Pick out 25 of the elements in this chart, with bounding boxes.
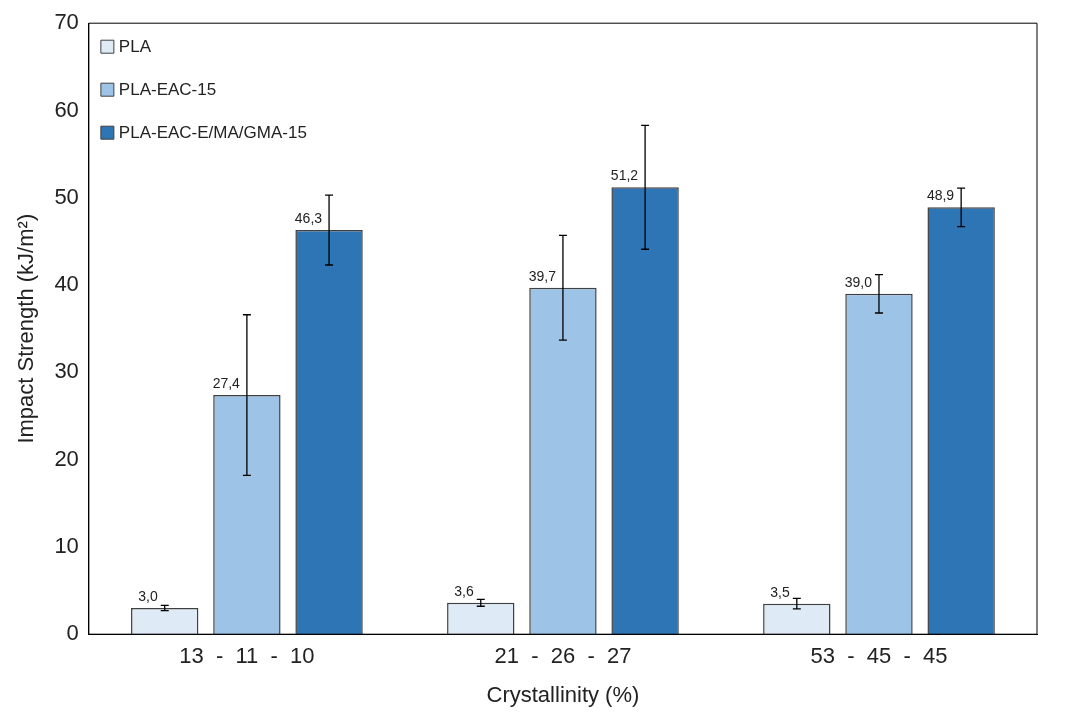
data-label: 3,0 (138, 587, 158, 604)
x-tick-label: 53 - 45 - 45 (810, 643, 948, 669)
y-axis-title: Impact Strength (kJ/m²) (13, 213, 39, 444)
data-label: 48,9 (926, 187, 955, 204)
y-tick-label: 70 (54, 9, 79, 35)
x-tick-label: 13 - 11 - 10 (179, 643, 315, 669)
legend-label: PLA-EAC-15 (118, 79, 217, 99)
data-label: 3,5 (770, 583, 791, 600)
data-label: 46,3 (294, 209, 323, 226)
legend-label: PLA-EAC-E/MA/GMA-15 (118, 122, 307, 142)
y-tick-label: 20 (54, 445, 79, 471)
y-tick-label: 40 (54, 271, 79, 297)
legend-label: PLA (118, 36, 152, 56)
y-tick-label: 60 (54, 96, 79, 122)
y-tick-label: 0 (66, 620, 79, 646)
data-label: 39,0 (844, 273, 873, 290)
data-label: 27,4 (212, 374, 241, 391)
x-axis-title: Crystallinity (%) (486, 681, 640, 707)
data-label: 39,7 (528, 267, 557, 284)
data-label: 51,2 (610, 167, 639, 184)
x-tick-label: 21 - 26 - 27 (494, 643, 632, 669)
y-tick-label: 10 (54, 532, 79, 558)
data-label: 3,6 (454, 582, 474, 599)
y-tick-label: 30 (54, 358, 79, 384)
y-tick-label: 50 (54, 183, 79, 209)
